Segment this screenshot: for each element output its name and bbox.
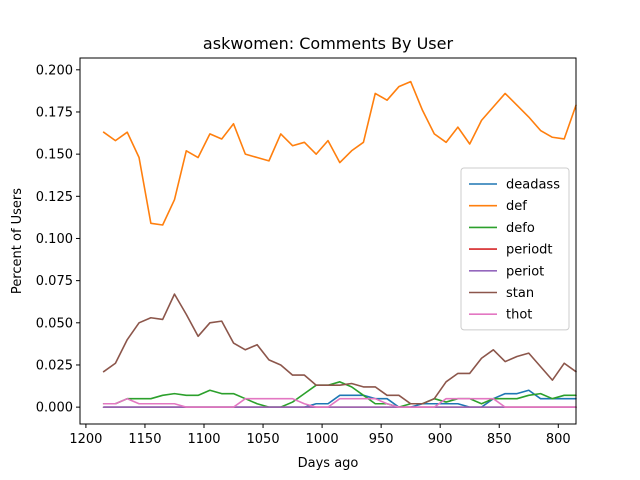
y-tick-label: 0.100 xyxy=(36,232,73,247)
legend-label-defo: defo xyxy=(506,221,535,236)
x-tick-label: 1050 xyxy=(247,432,280,447)
y-tick-label: 0.175 xyxy=(36,105,73,120)
y-axis-title: Percent of Users xyxy=(10,188,25,294)
y-tick-label: 0.200 xyxy=(36,63,73,78)
plot-area xyxy=(102,80,577,408)
legend: deadass def defo periodt periot stan thot xyxy=(460,167,570,331)
x-tick-label: 950 xyxy=(369,432,394,447)
x-tick-label: 1200 xyxy=(69,432,102,447)
legend-label-thot: thot xyxy=(506,308,532,323)
x-axis-title: Days ago xyxy=(298,456,359,471)
series-line-thot xyxy=(102,397,577,408)
x-tick-label: 850 xyxy=(487,432,512,447)
y-tick-label: 0.025 xyxy=(36,358,73,373)
legend-label-periodt: periodt xyxy=(506,243,553,258)
legend-frame xyxy=(460,167,570,331)
x-tick-label: 900 xyxy=(428,432,453,447)
plot-frame xyxy=(79,57,577,425)
x-tick-label: 800 xyxy=(546,432,571,447)
series-line-defo xyxy=(102,381,577,408)
x-tick-label: 1150 xyxy=(128,432,161,447)
x-tick-label: 1100 xyxy=(187,432,220,447)
y-axis: 0.000 0.025 0.050 0.075 0.100 0.125 0.150 0.175… xyxy=(36,63,80,416)
y-tick-label: 0.050 xyxy=(36,316,73,331)
legend-label-stan: stan xyxy=(506,286,534,301)
legend-label-def: def xyxy=(506,199,527,214)
y-tick-label: 0.075 xyxy=(36,274,73,289)
y-tick-label: 0.000 xyxy=(36,401,73,416)
series-line-def xyxy=(102,80,577,226)
chart-title: askwomen: Comments By User xyxy=(203,34,454,53)
legend-label-periot: periot xyxy=(506,264,544,279)
series-line-stan xyxy=(102,293,577,405)
x-axis: 1200 1150 1100 1050 1000 950 900 850 800 xyxy=(69,424,571,447)
y-tick-label: 0.125 xyxy=(36,190,73,205)
legend-label-deadass: deadass xyxy=(506,178,560,193)
y-tick-label: 0.150 xyxy=(36,148,73,163)
x-tick-label: 1000 xyxy=(306,432,339,447)
